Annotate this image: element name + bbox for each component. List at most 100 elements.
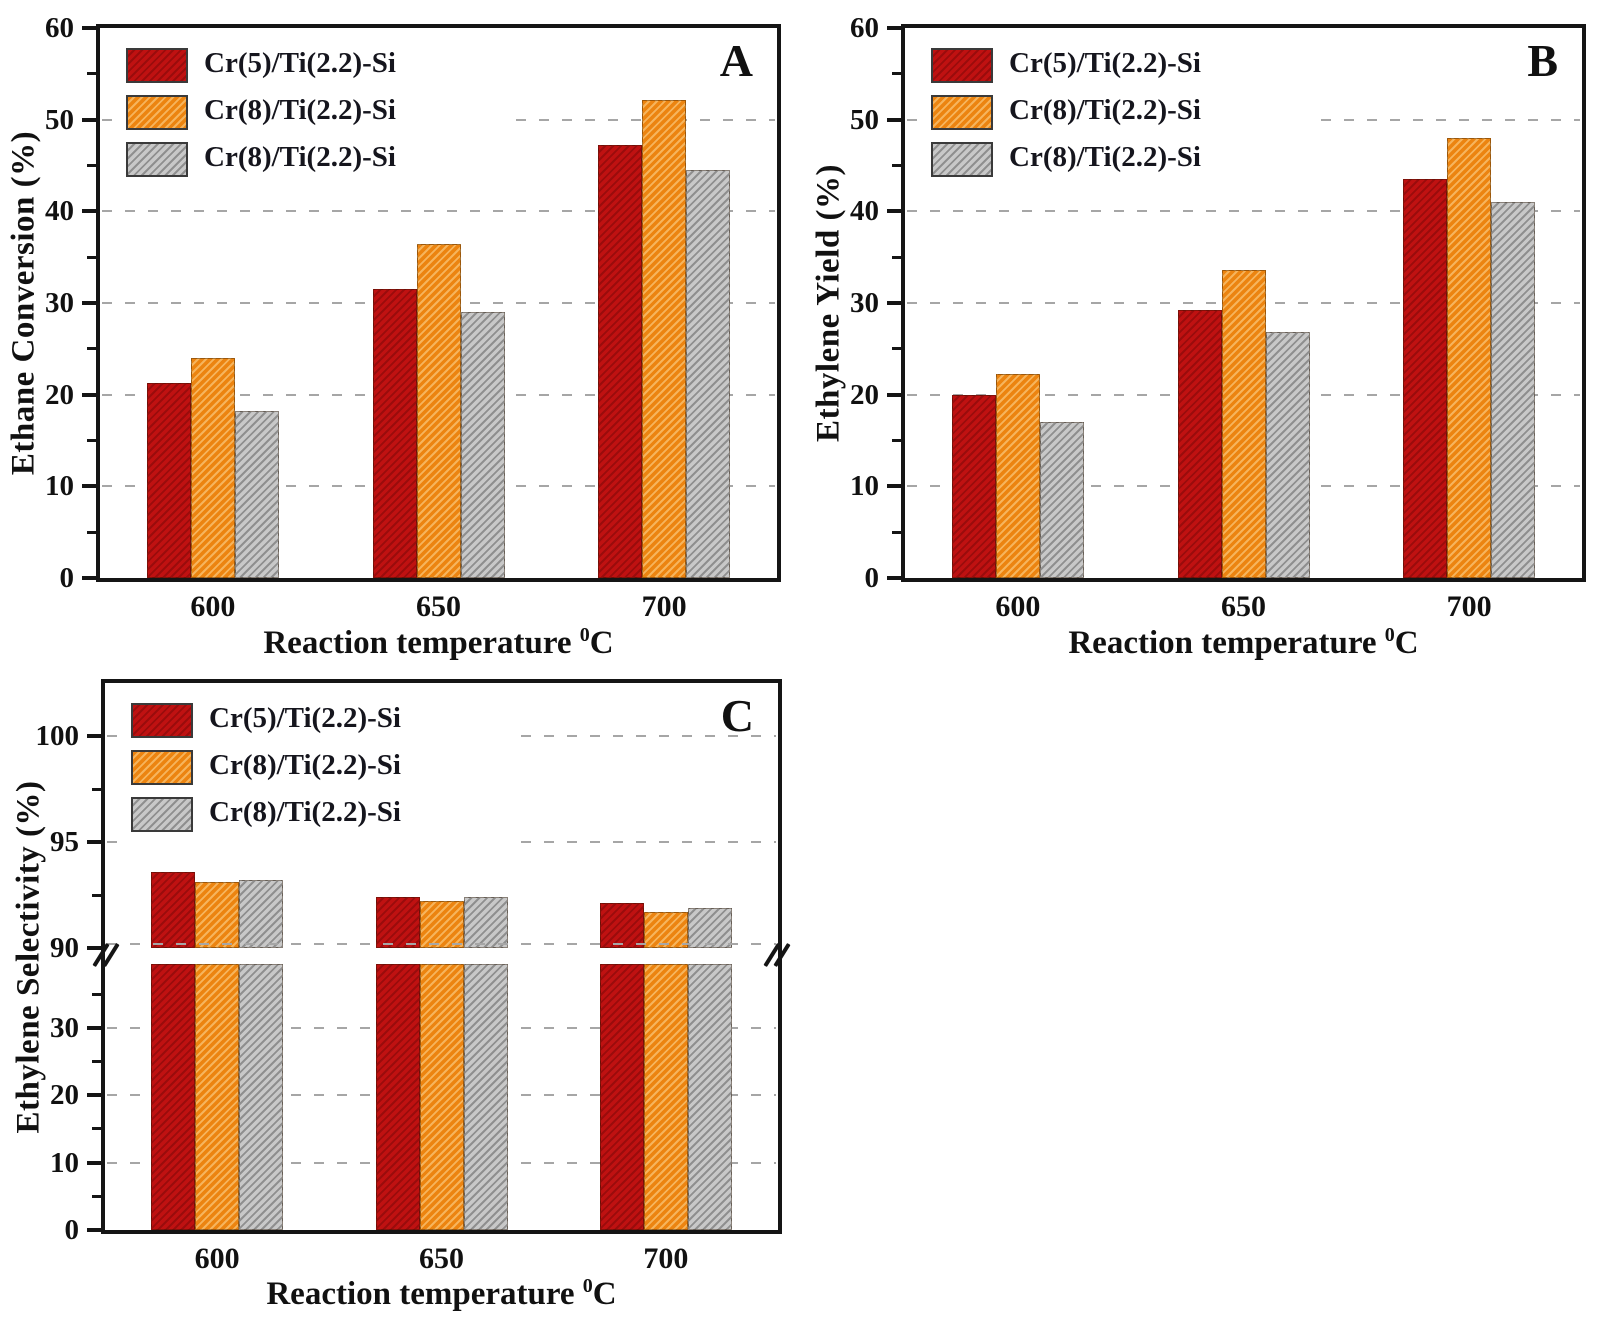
- y-tick-label-20: 20: [850, 378, 879, 411]
- legend-item: Cr(8)/Ti(2.2)-Si: [126, 141, 496, 178]
- bar-lower-700-s0: [599, 964, 644, 1230]
- x-title-unit: C: [589, 625, 614, 661]
- panel-c-plot: Cr(5)/Ti(2.2)-Si Cr(8)/Ti(2.2)-Si Cr(8)/Ti…: [97, 683, 786, 1230]
- y-tick-label-50: 50: [850, 103, 879, 136]
- x-title-unit: C: [592, 1276, 617, 1312]
- legend-item: Cr(8)/Ti(2.2)-Si: [126, 94, 496, 131]
- legend-label-1: Cr(8)/Ti(2.2)-Si: [209, 749, 401, 781]
- bar-650-s1: [416, 244, 461, 578]
- legend-swatch-2: [131, 797, 193, 832]
- y-minor-tick-25: [87, 347, 96, 351]
- y-minor-tick-92.5: [92, 893, 101, 897]
- panel-b: Cr(5)/Ti(2.2)-Si Cr(8)/Ti(2.2)-Si Cr(8)/Ti…: [811, 12, 1586, 661]
- bar-upper-650-s1: [419, 901, 464, 948]
- bar-upper-700-s2: [687, 907, 732, 948]
- legend-swatch-1: [931, 95, 993, 130]
- legend-swatch-0: [131, 703, 193, 738]
- y-minor-tick-35: [892, 255, 901, 259]
- legend-swatch-2: [931, 142, 993, 177]
- y-major-tick-30: [82, 301, 96, 305]
- y-minor-tick-25: [892, 347, 901, 351]
- y-major-tick-50: [887, 117, 901, 122]
- y-minor-tick-45: [87, 164, 96, 167]
- y-minor-tick-15: [92, 1127, 101, 1131]
- gridline-40: [102, 210, 775, 213]
- x-tick-label-700: 700: [1446, 590, 1492, 623]
- y-major-tick-20: [87, 1093, 101, 1098]
- y-tick-label-20: 20: [50, 1079, 79, 1112]
- y-tick-label-0: 0: [64, 1214, 80, 1246]
- y-minor-tick-5: [87, 530, 96, 534]
- x-tick-label-600: 600: [194, 1242, 240, 1275]
- y-tick-label-0: 0: [59, 562, 75, 594]
- bar-600-s0: [951, 394, 996, 578]
- legend-item: Cr(5)/Ti(2.2)-Si: [931, 47, 1301, 84]
- panel-a-x-axis-title: Reaction temperature 0C: [100, 624, 777, 662]
- y-tick-label-60: 60: [45, 12, 74, 44]
- x-title-text: Reaction temperature: [1068, 625, 1377, 661]
- y-minor-tick-97.5: [92, 787, 101, 791]
- panel-b-letter: B: [1527, 35, 1558, 86]
- legend: Cr(5)/Ti(2.2)-Si Cr(8)/Ti(2.2)-Si Cr(8)/Ti…: [123, 695, 513, 846]
- y-minor-tick-15: [87, 439, 96, 442]
- panel-c-x-axis-title: Reaction temperature 0C: [105, 1275, 778, 1313]
- legend-label-0: Cr(5)/Ti(2.2)-Si: [209, 702, 401, 734]
- bar-upper-600-s2: [239, 880, 284, 948]
- y-minor-tick-35: [92, 992, 101, 996]
- bar-700-s0: [598, 145, 643, 578]
- bar-650-s1: [1221, 270, 1266, 578]
- bar-lower-600-s2: [239, 964, 284, 1230]
- y-major-tick-10: [82, 484, 96, 489]
- y-minor-tick-45: [892, 164, 901, 167]
- bar-lower-600-s0: [151, 964, 196, 1230]
- panel-a-plot: Cr(5)/Ti(2.2)-Si Cr(8)/Ti(2.2)-Si Cr(8)/Ti…: [100, 28, 777, 578]
- y-minor-tick-5: [892, 530, 901, 534]
- bar-600-s0: [146, 382, 191, 578]
- gridline-40: [907, 210, 1580, 213]
- y-tick-label-10: 10: [45, 470, 74, 503]
- y-tick-label-10: 10: [50, 1146, 79, 1179]
- x-title-unit: C: [1394, 625, 1419, 661]
- bar-600-s1: [190, 358, 235, 578]
- legend-label-1: Cr(8)/Ti(2.2)-Si: [204, 94, 396, 126]
- y-tick-label-0: 0: [864, 562, 880, 594]
- bar-upper-700-s1: [643, 911, 688, 948]
- x-tick-label-600: 600: [995, 590, 1041, 623]
- y-tick-label-90: 90: [50, 932, 79, 964]
- bar-650-s0: [1177, 310, 1222, 578]
- y-tick-label-50: 50: [45, 103, 74, 136]
- bar-lower-700-s2: [687, 964, 732, 1230]
- bar-upper-700-s0: [599, 903, 644, 948]
- y-major-tick-0: [82, 576, 96, 580]
- legend-label-2: Cr(8)/Ti(2.2)-Si: [209, 796, 401, 828]
- bar-650-s2: [460, 312, 505, 578]
- legend-label-1: Cr(8)/Ti(2.2)-Si: [1009, 94, 1201, 126]
- y-minor-tick-25: [92, 1060, 101, 1064]
- y-tick-label-40: 40: [45, 195, 74, 228]
- y-major-tick-40: [887, 209, 901, 214]
- bar-700-s1: [1447, 138, 1492, 578]
- bar-600-s2: [1039, 422, 1084, 578]
- bar-lower-600-s1: [195, 964, 240, 1230]
- bar-650-s2: [1265, 332, 1310, 578]
- y-major-tick-60: [887, 26, 901, 30]
- bar-upper-650-s2: [463, 897, 508, 948]
- bar-lower-650-s0: [375, 964, 420, 1230]
- y-tick-label-95: 95: [50, 826, 79, 858]
- bar-700-s0: [1403, 179, 1448, 578]
- legend: Cr(5)/Ti(2.2)-Si Cr(8)/Ti(2.2)-Si Cr(8)/Ti…: [923, 40, 1313, 191]
- y-major-tick-95: [87, 840, 101, 844]
- panel-a: Cr(5)/Ti(2.2)-Si Cr(8)/Ti(2.2)-Si Cr(8)/Ti…: [6, 12, 781, 661]
- legend-label-2: Cr(8)/Ti(2.2)-Si: [204, 141, 396, 173]
- y-minor-tick-15: [892, 439, 901, 442]
- y-major-tick-30: [87, 1025, 101, 1030]
- x-title-text: Reaction temperature: [263, 625, 572, 661]
- legend-item: Cr(5)/Ti(2.2)-Si: [131, 702, 501, 739]
- bar-600-s2: [234, 411, 279, 578]
- legend-swatch-1: [131, 750, 193, 785]
- bar-lower-700-s1: [643, 964, 688, 1230]
- panel-c: Cr(5)/Ti(2.2)-Si Cr(8)/Ti(2.2)-Si Cr(8)/Ti…: [11, 679, 791, 1312]
- legend-item: Cr(8)/Ti(2.2)-Si: [931, 141, 1301, 178]
- panel-c-letter: C: [720, 690, 754, 741]
